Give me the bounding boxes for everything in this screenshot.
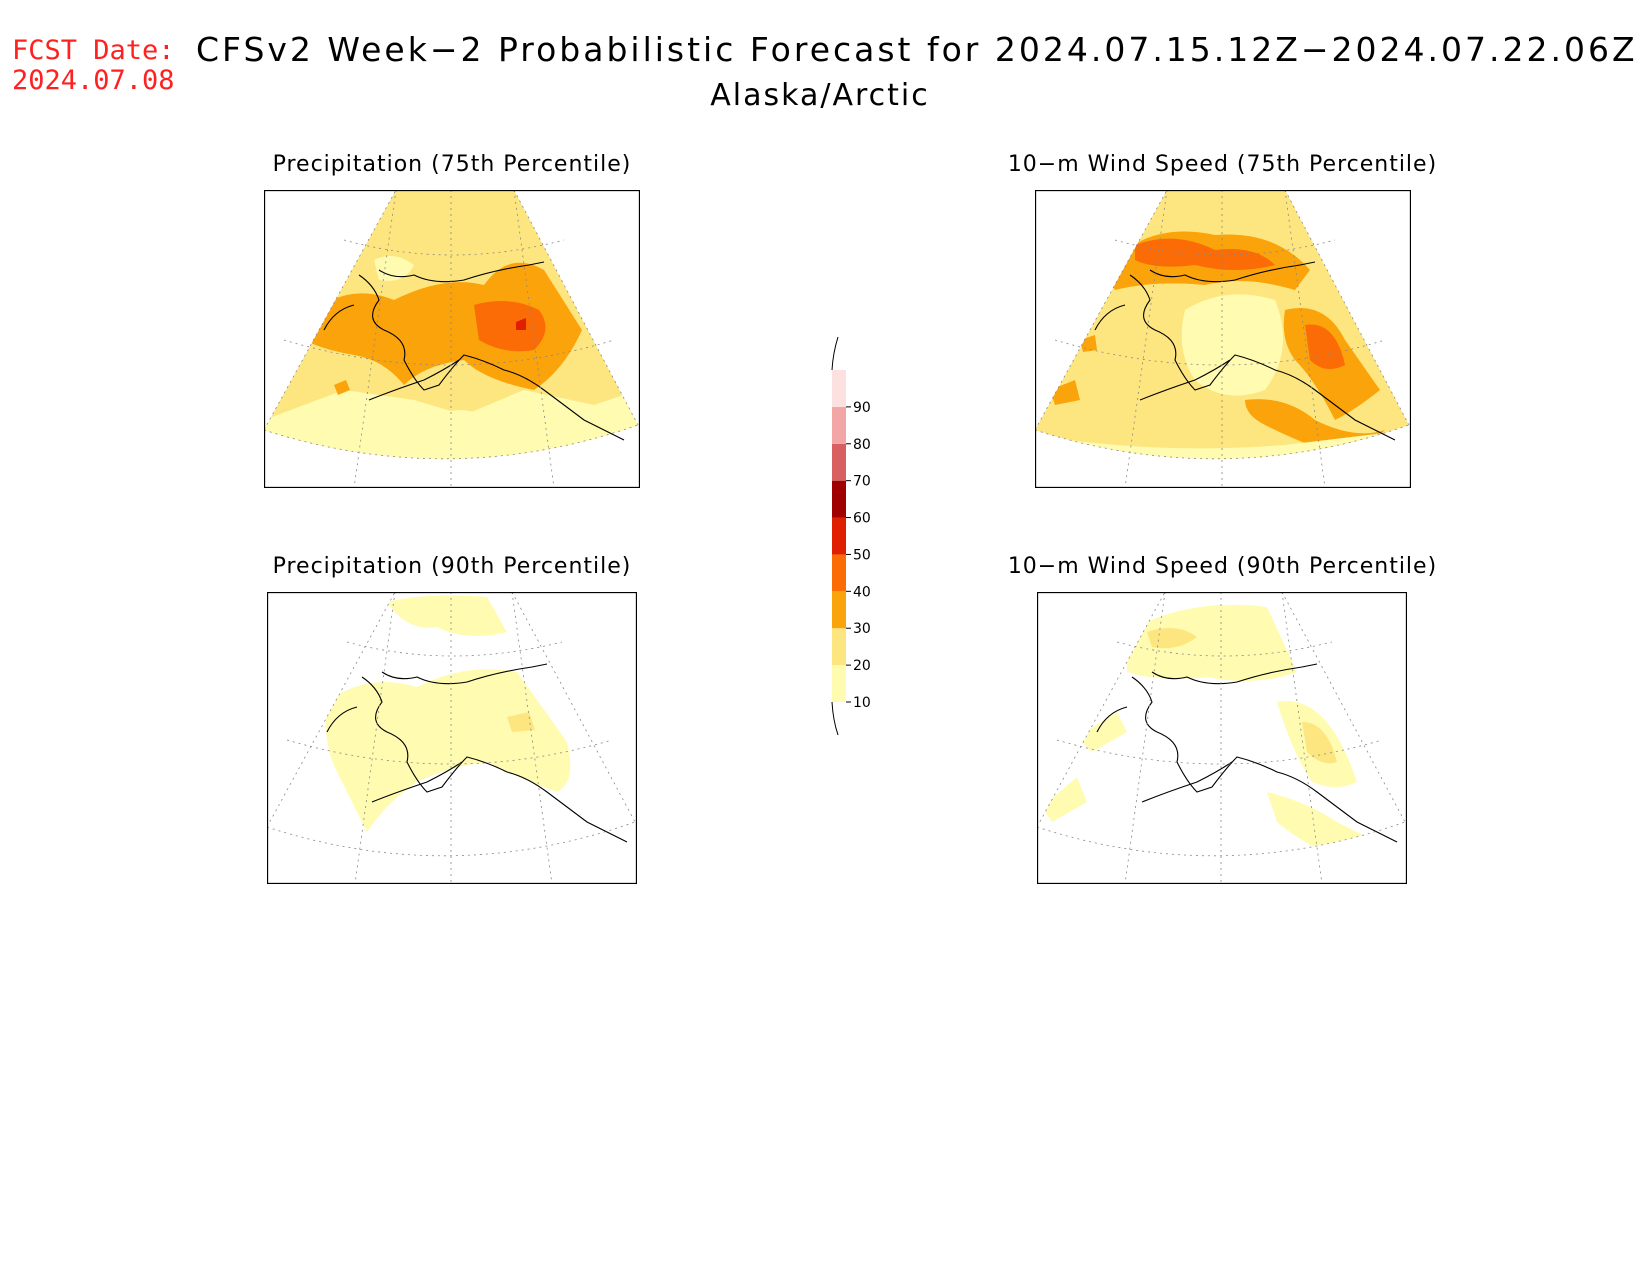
panel-title-wind-75: 10−m Wind Speed (75th Percentile) — [1007, 152, 1438, 177]
prob-fill-30 — [304, 262, 582, 390]
panel-title-precip-75: Precipitation (75th Percentile) — [272, 152, 632, 177]
colorbar-tick-label: 20 — [853, 658, 871, 674]
coastline — [323, 261, 625, 441]
map-precip-90-canvas — [267, 592, 637, 884]
colorbar-bottom-cap — [831, 701, 839, 735]
page-subtitle: Alaska/Arctic — [710, 78, 930, 113]
colorbar-tick-label: 70 — [853, 474, 871, 490]
colorbar-tick-label: 80 — [853, 437, 871, 453]
prob-fill-10 — [362, 857, 432, 884]
colorbar: 10 20 30 40 50 60 70 80 90 — [818, 335, 908, 735]
coastline — [326, 663, 628, 843]
colorbar-canvas: 10 20 30 40 50 60 70 80 90 — [831, 336, 871, 735]
colorbar-swatch — [832, 517, 846, 555]
forecast-date-block: FCST Date: 2024.07.08 — [12, 36, 175, 96]
prob-fill-30 — [334, 380, 350, 395]
graticule — [1037, 592, 1406, 828]
prob-fill-10 — [325, 669, 571, 832]
forecast-date-label: FCST Date: — [12, 35, 175, 66]
colorbar-swatch — [832, 480, 846, 518]
colorbar-tick-label: 30 — [853, 621, 871, 637]
map-frame — [1035, 190, 1411, 488]
graticule — [1035, 190, 1410, 431]
colorbar-tick-label: 50 — [853, 547, 871, 563]
map-wind-75-canvas — [1035, 190, 1411, 488]
graticule — [264, 190, 639, 431]
prob-fill-10 — [1127, 604, 1297, 681]
prob-fill-50 — [516, 318, 526, 330]
map-precip-75 — [264, 190, 640, 488]
coastline — [1094, 261, 1396, 441]
prob-fill-40 — [474, 301, 546, 352]
prob-fill-30 — [1080, 335, 1097, 352]
prob-fill-10 — [387, 595, 507, 636]
panel-title-wind-90: 10−m Wind Speed (90th Percentile) — [1007, 554, 1438, 579]
page-title: CFSv2 Week−2 Probabilistic Forecast for … — [196, 30, 1638, 69]
graticule — [1035, 190, 1410, 488]
colorbar-top-cap — [831, 336, 839, 371]
colorbar-swatch — [832, 443, 846, 481]
prob-fill-20 — [1302, 722, 1337, 764]
prob-fill-10 — [1267, 792, 1377, 856]
map-wind-75 — [1035, 190, 1411, 488]
colorbar-swatch — [832, 628, 846, 666]
prob-fill-20 — [507, 712, 535, 732]
colorbar-tick-label: 10 — [853, 695, 871, 711]
prob-fill-20 — [1147, 628, 1197, 649]
prob-fill-10 — [1181, 294, 1283, 396]
prob-fill-10 — [434, 410, 494, 442]
colorbar-tick-label: 40 — [853, 584, 871, 600]
prob-fill-10 — [1035, 430, 1409, 459]
map-precip-75-canvas — [264, 190, 640, 488]
panel-title-precip-90: Precipitation (90th Percentile) — [272, 554, 632, 579]
map-precip-90 — [267, 592, 637, 884]
graticule — [264, 190, 639, 488]
graticule — [267, 592, 636, 884]
graticule — [1037, 592, 1406, 884]
prob-fill-10 — [1077, 712, 1127, 752]
colorbar-swatch — [832, 554, 846, 592]
map-frame — [267, 592, 637, 884]
graticule — [267, 592, 636, 828]
map-frame — [264, 190, 640, 488]
colorbar-tick-label: 60 — [853, 511, 871, 527]
map-frame — [1037, 592, 1407, 884]
prob-fill-40 — [1305, 324, 1345, 369]
prob-fill-10 — [1042, 777, 1087, 822]
prob-fill-30 — [1050, 380, 1080, 405]
forecast-date-value: 2024.07.08 — [12, 65, 175, 96]
colorbar-tick-label: 90 — [853, 400, 871, 416]
map-wind-90 — [1037, 592, 1407, 884]
coastline — [1096, 663, 1398, 843]
colorbar-swatch — [832, 370, 846, 407]
colorbar-swatch — [832, 406, 846, 444]
map-wind-90-canvas — [1037, 592, 1407, 884]
colorbar-swatch — [832, 665, 846, 702]
colorbar-swatch — [832, 591, 846, 629]
